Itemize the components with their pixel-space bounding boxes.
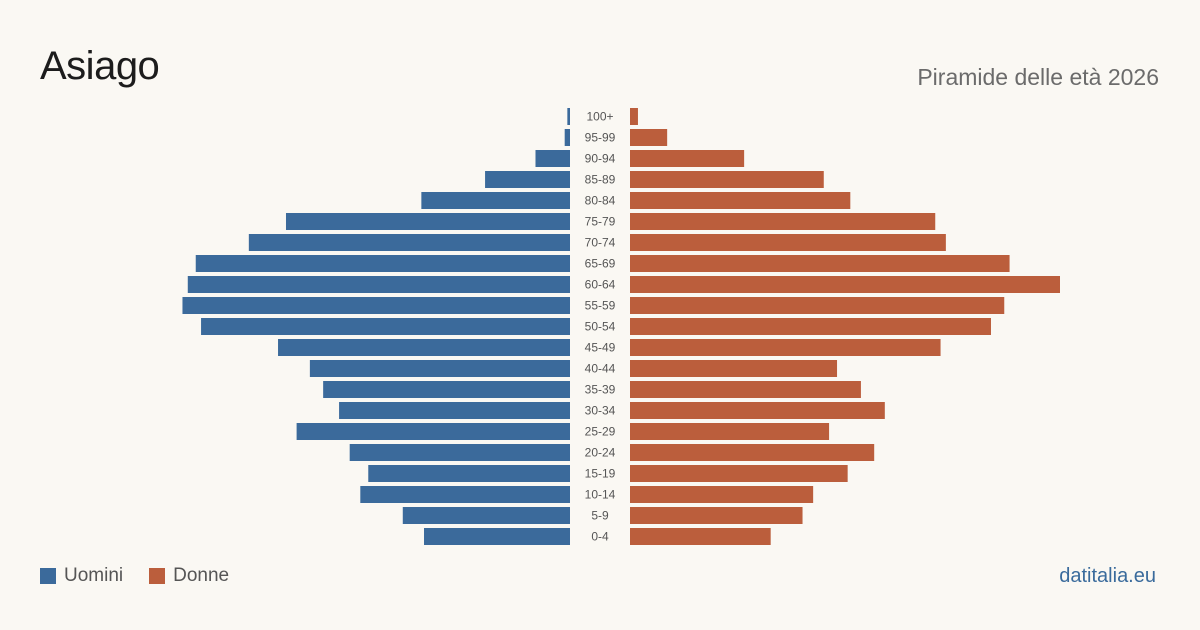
bar-women-80-84	[630, 192, 851, 209]
bar-women-50-54	[630, 318, 991, 335]
tick-label-100+: 100+	[586, 110, 613, 124]
tick-label-55-59: 55-59	[585, 299, 616, 313]
bar-women-60-64	[630, 276, 1060, 293]
bar-men-70-74	[248, 234, 571, 251]
bar-women-15-19	[630, 465, 848, 482]
bar-men-40-44	[309, 360, 570, 377]
bar-men-10-14	[360, 486, 570, 503]
bar-men-0-4	[424, 528, 570, 545]
bar-men-45-49	[278, 339, 570, 356]
bar-men-90-94	[535, 150, 570, 167]
tick-label-65-69: 65-69	[585, 257, 616, 271]
bar-women-85-89	[630, 171, 824, 188]
legend-label-men: Uomini	[64, 565, 124, 586]
bar-women-25-29	[630, 423, 830, 440]
tick-label-60-64: 60-64	[585, 278, 616, 292]
tick-label-5-9: 5-9	[591, 509, 609, 523]
bar-men-50-54	[201, 318, 570, 335]
bar-men-30-34	[339, 402, 570, 419]
tick-label-70-74: 70-74	[585, 236, 616, 250]
page-title: Asiago	[40, 44, 160, 88]
tick-label-0-4: 0-4	[591, 530, 609, 544]
source-link[interactable]: datitalia.eu	[1059, 565, 1156, 587]
tick-label-15-19: 15-19	[585, 467, 616, 481]
tick-label-35-39: 35-39	[585, 383, 616, 397]
bar-women-5-9	[630, 507, 803, 524]
bar-women-45-49	[630, 339, 941, 356]
tick-label-95-99: 95-99	[585, 131, 616, 145]
bar-women-30-34	[630, 402, 885, 419]
bar-men-5-9	[402, 507, 570, 524]
bar-men-20-24	[349, 444, 570, 461]
bar-women-100+	[630, 108, 638, 125]
tick-label-80-84: 80-84	[585, 194, 616, 208]
bar-men-80-84	[421, 192, 570, 209]
tick-label-40-44: 40-44	[585, 362, 616, 376]
bar-women-90-94	[630, 150, 745, 167]
legend-item-men: Uomini	[40, 565, 123, 587]
tick-label-20-24: 20-24	[585, 446, 616, 460]
tick-label-75-79: 75-79	[585, 215, 616, 229]
bar-men-65-69	[195, 255, 571, 272]
bar-men-35-39	[323, 381, 570, 398]
legend: Uomini Donne	[40, 565, 255, 587]
bar-men-100+	[567, 108, 570, 125]
tick-label-90-94: 90-94	[585, 152, 616, 166]
bar-women-35-39	[630, 381, 861, 398]
bar-women-55-59	[630, 297, 1005, 314]
legend-label-women: Donne	[173, 565, 230, 586]
bar-men-60-64	[187, 276, 570, 293]
bar-men-95-99	[564, 129, 570, 146]
chart-subtitle: Piramide delle età 2026	[917, 64, 1159, 90]
bar-men-55-59	[182, 297, 571, 314]
bar-women-95-99	[630, 129, 668, 146]
bar-men-75-79	[285, 213, 570, 230]
bar-men-85-89	[485, 171, 570, 188]
legend-swatch-men	[40, 568, 56, 584]
tick-label-50-54: 50-54	[585, 320, 616, 334]
bar-men-25-29	[296, 423, 570, 440]
tick-label-45-49: 45-49	[585, 341, 616, 355]
bar-women-20-24	[630, 444, 875, 461]
bar-women-65-69	[630, 255, 1010, 272]
bar-women-40-44	[630, 360, 838, 377]
bar-women-0-4	[630, 528, 771, 545]
legend-swatch-women	[149, 568, 166, 584]
bar-men-15-19	[368, 465, 570, 482]
bar-women-10-14	[630, 486, 814, 503]
bar-women-75-79	[630, 213, 936, 230]
tick-label-85-89: 85-89	[585, 173, 616, 187]
tick-label-10-14: 10-14	[585, 488, 616, 502]
tick-label-25-29: 25-29	[585, 425, 616, 439]
legend-item-women: Donne	[149, 565, 229, 587]
tick-label-30-34: 30-34	[585, 404, 616, 418]
bar-women-70-74	[630, 234, 946, 251]
